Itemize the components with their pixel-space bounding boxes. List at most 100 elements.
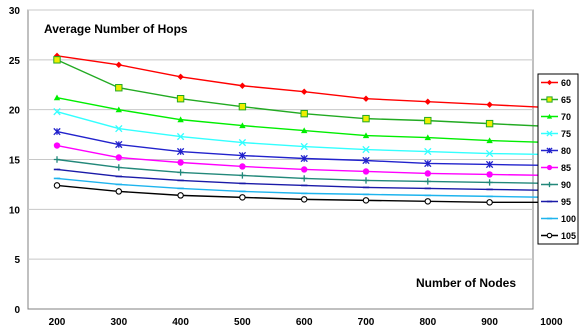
axes: 0 5 10 15 20 25 30 200 300 400 500 600 700 800 900 1000 xyxy=(9,6,563,328)
data-point xyxy=(486,199,493,206)
data-point xyxy=(424,159,432,168)
legend-label: 75 xyxy=(561,129,571,139)
y-tick-label: 20 xyxy=(9,106,21,117)
x-tick-label: 500 xyxy=(234,317,251,328)
data-point xyxy=(53,142,61,149)
series-105 xyxy=(53,182,555,206)
data-point xyxy=(177,116,184,123)
data-point xyxy=(239,122,246,129)
legend-label: 70 xyxy=(561,112,571,122)
y-tick-label: 15 xyxy=(9,156,21,167)
series-85 xyxy=(53,142,555,179)
data-point xyxy=(546,130,553,137)
data-point xyxy=(177,159,184,166)
series-lines xyxy=(53,52,556,206)
data-point xyxy=(301,166,308,173)
data-point xyxy=(53,182,61,189)
data-point xyxy=(300,196,308,203)
legend-item-70: 70 xyxy=(541,112,571,122)
data-point xyxy=(424,198,432,205)
legend-item-100: 100 xyxy=(541,214,576,224)
data-point xyxy=(176,147,185,156)
y-tick-label: 25 xyxy=(9,56,21,67)
data-point xyxy=(301,175,308,182)
series-90 xyxy=(53,156,555,187)
data-point xyxy=(53,94,61,101)
data-point xyxy=(362,156,370,165)
series-70 xyxy=(53,94,555,146)
data-point xyxy=(362,197,370,204)
data-point xyxy=(300,109,308,118)
x-tick-label: 600 xyxy=(296,317,313,328)
data-point xyxy=(115,84,123,92)
y-tick-label: 10 xyxy=(9,205,21,216)
legend-label: 85 xyxy=(561,163,571,173)
data-point xyxy=(486,171,493,178)
x-tick-label: 700 xyxy=(358,317,375,328)
legend-label: 95 xyxy=(561,197,571,207)
data-point xyxy=(485,119,494,128)
legend-item-105: 105 xyxy=(541,231,576,241)
data-point xyxy=(546,96,553,103)
data-point xyxy=(239,163,246,170)
y-tick-label: 5 xyxy=(14,255,20,266)
series-80 xyxy=(53,127,556,170)
legend-item-60: 60 xyxy=(541,78,571,88)
data-point xyxy=(424,98,431,105)
x-axis-title: Number of Nodes xyxy=(416,276,516,290)
data-point xyxy=(239,82,246,89)
data-point xyxy=(546,147,553,154)
series-95 xyxy=(53,168,555,192)
data-point xyxy=(238,151,247,160)
y-tick-label: 0 xyxy=(14,305,20,316)
gridlines xyxy=(28,9,533,260)
x-tick-label: 200 xyxy=(49,317,66,328)
legend-label: 80 xyxy=(561,146,571,156)
y-axis-title: Average Number of Hops xyxy=(44,22,188,36)
data-point xyxy=(177,73,184,80)
data-point xyxy=(546,79,553,86)
data-point xyxy=(424,116,432,125)
y-tick-label: 30 xyxy=(9,6,21,17)
data-point xyxy=(486,179,493,186)
data-point xyxy=(546,164,553,171)
data-point xyxy=(239,172,246,179)
data-point xyxy=(362,95,370,102)
x-tick-label: 300 xyxy=(110,317,127,328)
data-point xyxy=(301,127,308,134)
data-point xyxy=(486,137,493,144)
data-point xyxy=(53,127,61,136)
data-point xyxy=(115,188,123,195)
data-point xyxy=(53,156,61,163)
x-tick-label: 900 xyxy=(481,317,498,328)
data-point xyxy=(115,164,122,171)
data-point xyxy=(177,192,184,199)
data-point xyxy=(546,232,553,239)
legend-box xyxy=(537,73,579,245)
legend-item-95: 95 xyxy=(541,197,571,207)
x-tick-label: 1000 xyxy=(540,317,563,328)
legend-label: 100 xyxy=(561,214,576,224)
legend-item-75: 75 xyxy=(541,129,571,139)
data-point xyxy=(485,149,494,158)
data-point xyxy=(301,88,308,95)
series-75 xyxy=(53,108,556,159)
data-point xyxy=(115,154,123,161)
data-point xyxy=(115,106,122,113)
data-point xyxy=(300,154,308,163)
data-point xyxy=(485,160,494,169)
legend-label: 60 xyxy=(561,78,571,88)
data-point xyxy=(238,102,247,111)
data-point xyxy=(546,181,553,188)
data-point xyxy=(424,178,431,185)
legend-label: 65 xyxy=(561,95,571,105)
data-point xyxy=(238,138,247,147)
data-point xyxy=(177,169,184,176)
data-point xyxy=(546,113,553,119)
data-point xyxy=(362,132,370,139)
legend-label: 90 xyxy=(561,180,571,190)
x-tick-label: 400 xyxy=(172,317,189,328)
legend-item-90: 90 xyxy=(541,180,571,190)
